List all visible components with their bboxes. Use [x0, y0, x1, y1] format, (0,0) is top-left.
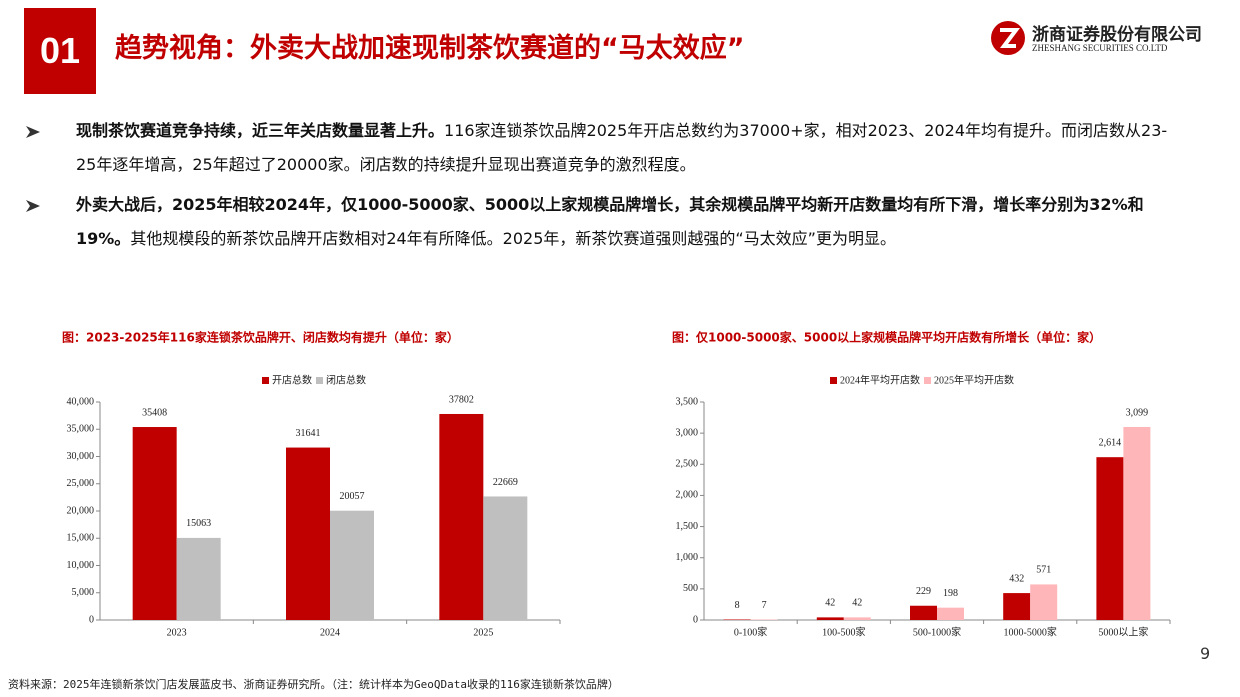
value-label: 42	[852, 598, 862, 609]
y-tick-label: 1,000	[676, 552, 699, 563]
bar	[439, 413, 484, 620]
value-label: 15063	[186, 518, 211, 529]
y-tick-label: 3,000	[676, 427, 699, 438]
y-tick-label: 30,000	[67, 451, 95, 462]
company-name-en: ZHESHANG SECURITIES CO.LTD	[1032, 43, 1168, 53]
logo	[991, 21, 1025, 55]
value-label: 229	[916, 586, 931, 597]
bullet: 现制茶饮赛道竞争持续，近三年关店数量显著上升。116家连锁茶饮品牌2025年开店…	[26, 114, 1182, 182]
bar	[937, 607, 964, 620]
bar	[286, 447, 330, 620]
y-tick-label: 3,500	[676, 396, 699, 407]
bar	[1003, 593, 1031, 620]
value-label: 20057	[340, 491, 365, 502]
section-number: 01	[24, 8, 96, 94]
x-tick-label: 2023	[167, 627, 187, 638]
source: 资料来源：2025年连锁新茶饮门店发展蓝皮书、浙商证券研究所。（注：统计样本为G…	[8, 678, 619, 691]
y-tick-label: 1,500	[676, 521, 699, 532]
value-label: 8	[735, 600, 740, 611]
y-tick-label: 0	[693, 614, 698, 625]
bullet-icon	[26, 126, 40, 138]
company-name: 浙商证券股份有限公司	[1032, 25, 1202, 45]
legend-swatch	[316, 377, 323, 384]
legend-swatch	[830, 377, 837, 384]
x-tick-label: 5000以上家	[1098, 625, 1148, 638]
legend-label: 开店总数	[272, 373, 312, 386]
value-label: 198	[943, 588, 958, 599]
y-tick-label: 2,500	[676, 459, 699, 470]
bar	[176, 537, 221, 620]
value-label: 2,614	[1099, 437, 1122, 448]
bullet-text: 116家连锁茶饮品牌2025年开店总数约为37000+家，相对2023、2024…	[76, 121, 1168, 174]
value-label: 42	[825, 598, 835, 609]
bullet-icon	[26, 200, 40, 212]
value-label: 571	[1036, 565, 1051, 576]
legend-swatch	[262, 377, 269, 384]
x-tick-label: 500-1000家	[913, 625, 961, 638]
page-number: 9	[1200, 644, 1211, 663]
bullet-text: 其他规模段的新茶饮品牌开店数相对24年有所降低。2025年，新茶饮赛道强则越强的…	[130, 229, 896, 248]
value-label: 7	[762, 600, 767, 611]
y-tick-label: 500	[683, 583, 698, 594]
y-tick-label: 15,000	[67, 533, 95, 544]
x-tick-label: 1000-5000家	[1004, 625, 1057, 638]
bar	[483, 496, 528, 620]
y-tick-label: 10,000	[67, 560, 95, 571]
bar	[910, 605, 937, 620]
value-label: 3,099	[1126, 407, 1149, 418]
value-label: 22669	[493, 477, 518, 488]
bar	[1030, 584, 1058, 620]
y-tick-label: 25,000	[67, 478, 95, 489]
chart-title: 图：仅1000-5000家、5000以上家规模品牌平均开店数有所增长（单位：家）	[672, 330, 1101, 345]
y-tick-label: 35,000	[67, 424, 95, 435]
bar	[1123, 426, 1151, 620]
value-label: 35408	[142, 407, 167, 418]
value-label: 432	[1009, 573, 1024, 584]
x-tick-label: 0-100家	[734, 625, 767, 638]
y-tick-label: 5,000	[72, 587, 95, 598]
bar	[816, 617, 844, 620]
bar	[132, 427, 177, 620]
x-tick-label: 2025	[473, 627, 493, 638]
x-tick-label: 2024	[320, 627, 340, 638]
y-tick-label: 0	[89, 614, 94, 625]
legend-label: 闭店总数	[326, 373, 366, 386]
y-tick-label: 40,000	[67, 396, 95, 407]
bar	[1096, 457, 1124, 620]
bar	[330, 510, 374, 620]
y-tick-label: 20,000	[67, 505, 95, 516]
y-tick-label: 2,000	[676, 490, 699, 501]
value-label: 37802	[449, 394, 474, 405]
legend-swatch	[924, 377, 931, 384]
bullet-bold: 现制茶饮赛道竞争持续，近三年关店数量显著上升。	[76, 121, 445, 140]
x-tick-label: 100-500家	[822, 625, 865, 638]
slide-title: 趋势视角：外卖大战加速现制茶饮赛道的“马太效应”	[115, 33, 745, 64]
chart-title: 图：2023-2025年116家连锁茶饮品牌开、闭店数均有提升（单位：家）	[62, 330, 459, 345]
legend-label: 2024年平均开店数	[840, 373, 920, 386]
bar	[843, 617, 871, 620]
value-label: 31641	[296, 428, 321, 439]
bullet-bold: 外卖大战后，2025年相较2024年，仅1000-5000家、5000以上家规模…	[76, 195, 1144, 248]
bullet: 外卖大战后，2025年相较2024年，仅1000-5000家、5000以上家规模…	[26, 188, 1182, 256]
legend-label: 2025年平均开店数	[934, 373, 1014, 386]
